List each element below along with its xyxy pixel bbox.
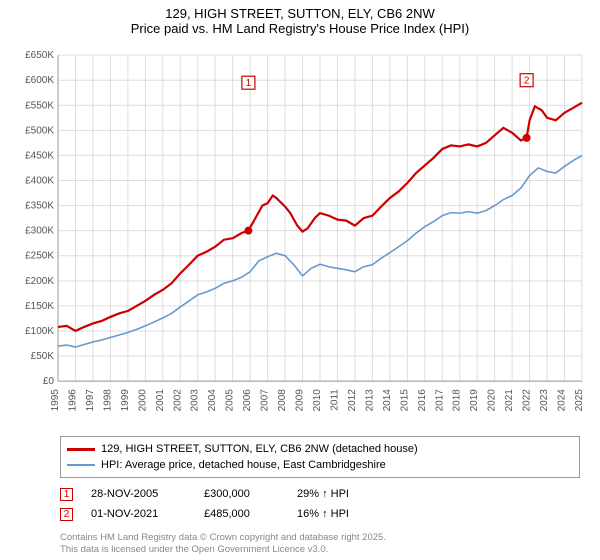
x-axis: 1995 1996 1997 1998 1999 2000 2001 2002 2003 2004… <box>50 389 585 412</box>
svg-text:2007: 2007 <box>260 389 271 412</box>
chart-subtitle: Price paid vs. HM Land Registry's House … <box>10 21 590 36</box>
attribution: Contains HM Land Registry data © Crown c… <box>60 532 580 556</box>
event-row: 1 28-NOV-2005 £300,000 29% ↑ HPI <box>60 484 580 504</box>
svg-text:£650K: £650K <box>25 50 54 61</box>
y-axis: £0 £50K £100K £150K £200K £250K £300K £350K £400… <box>25 50 54 387</box>
svg-text:2011: 2011 <box>329 389 340 411</box>
svg-text:2001: 2001 <box>155 389 166 412</box>
svg-text:2024: 2024 <box>557 389 568 412</box>
svg-text:1: 1 <box>246 78 252 89</box>
legend-item: 129, HIGH STREET, SUTTON, ELY, CB6 2NW (… <box>67 441 573 457</box>
legend-label: HPI: Average price, detached house, East… <box>101 459 386 471</box>
grid <box>58 55 582 381</box>
svg-text:£400K: £400K <box>25 176 54 187</box>
svg-text:2012: 2012 <box>347 389 358 412</box>
svg-text:2016: 2016 <box>417 389 428 412</box>
legend-swatch <box>67 464 95 466</box>
chart-area: £0 £50K £100K £150K £200K £250K £300K £350K £400… <box>10 40 590 432</box>
legend-swatch <box>67 448 95 451</box>
attribution-line: Contains HM Land Registry data © Crown c… <box>60 532 580 544</box>
event-marker-icon: 1 <box>60 488 73 501</box>
svg-text:2022: 2022 <box>522 389 533 412</box>
svg-text:2013: 2013 <box>364 389 375 412</box>
svg-text:1995: 1995 <box>50 389 61 412</box>
event-delta: 16% ↑ HPI <box>297 508 349 520</box>
event-price: £485,000 <box>204 508 279 520</box>
svg-text:2004: 2004 <box>207 389 218 412</box>
svg-text:2021: 2021 <box>504 389 515 412</box>
legend: 129, HIGH STREET, SUTTON, ELY, CB6 2NW (… <box>60 436 580 478</box>
sale-events: 1 28-NOV-2005 £300,000 29% ↑ HPI 2 01-NO… <box>60 484 580 524</box>
event-marker-icon: 2 <box>60 508 73 521</box>
svg-text:2006: 2006 <box>242 389 253 412</box>
event-date: 01-NOV-2021 <box>91 508 186 520</box>
svg-text:2009: 2009 <box>295 389 306 412</box>
svg-text:£150K: £150K <box>25 301 54 312</box>
svg-text:£200K: £200K <box>25 276 54 287</box>
event-date: 28-NOV-2005 <box>91 488 186 500</box>
svg-text:£600K: £600K <box>25 75 54 86</box>
chart-title: 129, HIGH STREET, SUTTON, ELY, CB6 2NW <box>10 6 590 21</box>
svg-text:2025: 2025 <box>574 389 585 412</box>
titles: 129, HIGH STREET, SUTTON, ELY, CB6 2NW P… <box>10 6 590 36</box>
svg-text:2014: 2014 <box>382 389 393 412</box>
attribution-line: This data is licensed under the Open Gov… <box>60 544 580 556</box>
svg-text:2010: 2010 <box>312 389 323 412</box>
event-delta: 29% ↑ HPI <box>297 488 349 500</box>
svg-text:2017: 2017 <box>434 389 445 412</box>
chart-svg: £0 £50K £100K £150K £200K £250K £300K £350K £400… <box>10 40 590 432</box>
svg-text:2005: 2005 <box>225 389 236 412</box>
svg-text:£100K: £100K <box>25 326 54 337</box>
chart-container: 129, HIGH STREET, SUTTON, ELY, CB6 2NW P… <box>0 0 600 560</box>
svg-text:2020: 2020 <box>487 389 498 412</box>
svg-text:£500K: £500K <box>25 125 54 136</box>
svg-text:2000: 2000 <box>137 389 148 412</box>
event-row: 2 01-NOV-2021 £485,000 16% ↑ HPI <box>60 504 580 524</box>
svg-text:2019: 2019 <box>469 389 480 412</box>
svg-text:1996: 1996 <box>67 389 78 412</box>
svg-text:£550K: £550K <box>25 100 54 111</box>
svg-text:1999: 1999 <box>120 389 131 412</box>
svg-text:1998: 1998 <box>102 389 113 412</box>
svg-text:£250K: £250K <box>25 251 54 262</box>
svg-text:2008: 2008 <box>277 389 288 412</box>
svg-text:2: 2 <box>524 76 530 87</box>
svg-text:£350K: £350K <box>25 201 54 212</box>
svg-text:£450K: £450K <box>25 150 54 161</box>
svg-text:2023: 2023 <box>539 389 550 412</box>
svg-text:£0: £0 <box>43 376 55 387</box>
svg-text:2002: 2002 <box>172 389 183 412</box>
svg-text:2015: 2015 <box>399 389 410 412</box>
legend-item: HPI: Average price, detached house, East… <box>67 457 573 473</box>
event-price: £300,000 <box>204 488 279 500</box>
svg-text:£300K: £300K <box>25 226 54 237</box>
sale-markers: 12 <box>242 74 533 235</box>
legend-label: 129, HIGH STREET, SUTTON, ELY, CB6 2NW (… <box>101 443 418 455</box>
svg-text:2018: 2018 <box>452 389 463 412</box>
svg-text:£50K: £50K <box>31 351 55 362</box>
svg-text:1997: 1997 <box>85 389 96 412</box>
svg-text:2003: 2003 <box>190 389 201 412</box>
